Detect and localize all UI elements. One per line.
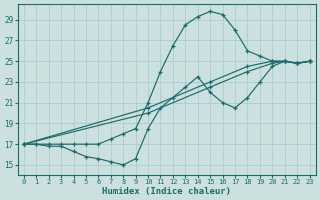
X-axis label: Humidex (Indice chaleur): Humidex (Indice chaleur) xyxy=(102,187,231,196)
